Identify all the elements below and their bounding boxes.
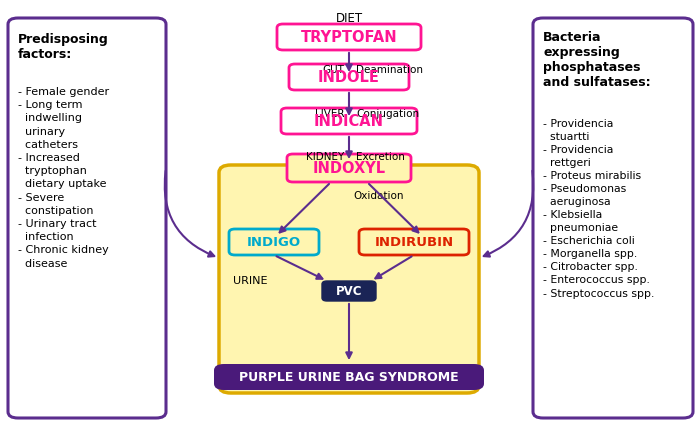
FancyArrowPatch shape xyxy=(375,257,412,279)
Text: INDOXYL: INDOXYL xyxy=(312,161,386,176)
Text: URINE: URINE xyxy=(233,276,268,285)
FancyBboxPatch shape xyxy=(219,166,479,393)
Text: PVC: PVC xyxy=(336,285,362,298)
FancyBboxPatch shape xyxy=(229,230,319,255)
Text: INDIRUBIN: INDIRUBIN xyxy=(375,236,454,249)
Text: INDICAN: INDICAN xyxy=(314,114,384,129)
FancyArrowPatch shape xyxy=(277,257,322,279)
FancyBboxPatch shape xyxy=(322,281,376,301)
Text: Predisposing
factors:: Predisposing factors: xyxy=(18,33,109,61)
FancyArrowPatch shape xyxy=(280,184,329,233)
FancyArrowPatch shape xyxy=(346,54,352,71)
Text: GUT: GUT xyxy=(322,65,344,75)
Text: TRYPTOFAN: TRYPTOFAN xyxy=(301,30,397,46)
FancyBboxPatch shape xyxy=(277,25,421,51)
FancyArrowPatch shape xyxy=(484,171,533,257)
Text: DIET: DIET xyxy=(336,12,363,25)
FancyArrowPatch shape xyxy=(346,94,352,115)
FancyBboxPatch shape xyxy=(533,19,693,418)
Text: INDOLE: INDOLE xyxy=(318,71,380,85)
FancyArrowPatch shape xyxy=(346,138,352,158)
FancyArrowPatch shape xyxy=(346,304,352,358)
Text: Excretion: Excretion xyxy=(356,152,405,162)
FancyArrowPatch shape xyxy=(369,184,419,233)
Text: LIVER: LIVER xyxy=(315,109,344,119)
FancyArrowPatch shape xyxy=(165,171,215,257)
FancyBboxPatch shape xyxy=(287,155,411,183)
Text: Conjugation: Conjugation xyxy=(356,109,419,119)
FancyBboxPatch shape xyxy=(289,65,409,91)
Text: Oxidation: Oxidation xyxy=(353,191,403,201)
FancyBboxPatch shape xyxy=(8,19,166,418)
Text: PURPLE URINE BAG SYNDROME: PURPLE URINE BAG SYNDROME xyxy=(239,371,459,384)
Text: - Providencia
  stuartti
- Providencia
  rettgeri
- Proteus mirabilis
- Pseudomo: - Providencia stuartti - Providencia ret… xyxy=(543,119,654,298)
Text: INDIGO: INDIGO xyxy=(247,236,301,249)
Text: - Female gender
- Long term
  indwelling
  urinary
  catheters
- Increased
  try: - Female gender - Long term indwelling u… xyxy=(18,87,109,268)
FancyBboxPatch shape xyxy=(281,109,417,135)
Text: Deamination: Deamination xyxy=(356,65,423,75)
FancyBboxPatch shape xyxy=(359,230,469,255)
Text: Bacteria
expressing
phosphatases
and sulfatases:: Bacteria expressing phosphatases and sul… xyxy=(543,31,651,89)
Text: KIDNEY: KIDNEY xyxy=(305,152,344,162)
FancyBboxPatch shape xyxy=(214,364,484,390)
